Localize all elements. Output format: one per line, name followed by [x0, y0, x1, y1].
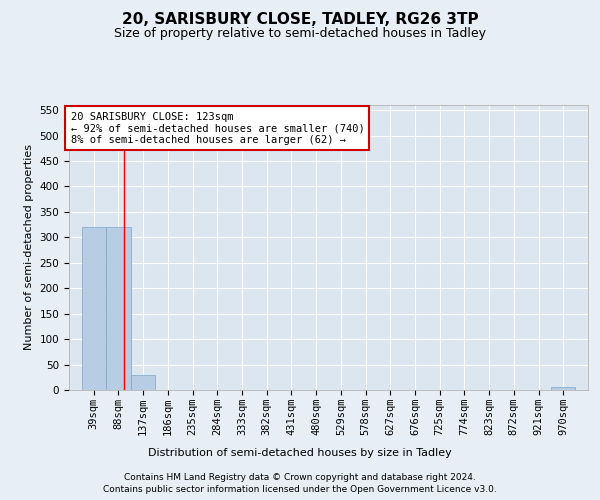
- Bar: [551, 388, 575, 390]
- Y-axis label: Number of semi-detached properties: Number of semi-detached properties: [24, 144, 34, 350]
- Bar: [131, 374, 155, 390]
- Text: Size of property relative to semi-detached houses in Tadley: Size of property relative to semi-detach…: [114, 28, 486, 40]
- Text: Contains public sector information licensed under the Open Government Licence v3: Contains public sector information licen…: [103, 485, 497, 494]
- Text: 20, SARISBURY CLOSE, TADLEY, RG26 3TP: 20, SARISBURY CLOSE, TADLEY, RG26 3TP: [122, 12, 478, 28]
- Text: Contains HM Land Registry data © Crown copyright and database right 2024.: Contains HM Land Registry data © Crown c…: [124, 472, 476, 482]
- Text: Distribution of semi-detached houses by size in Tadley: Distribution of semi-detached houses by …: [148, 448, 452, 458]
- Bar: [106, 227, 131, 390]
- Text: 20 SARISBURY CLOSE: 123sqm
← 92% of semi-detached houses are smaller (740)
8% of: 20 SARISBURY CLOSE: 123sqm ← 92% of semi…: [71, 112, 364, 145]
- Bar: [82, 227, 106, 390]
